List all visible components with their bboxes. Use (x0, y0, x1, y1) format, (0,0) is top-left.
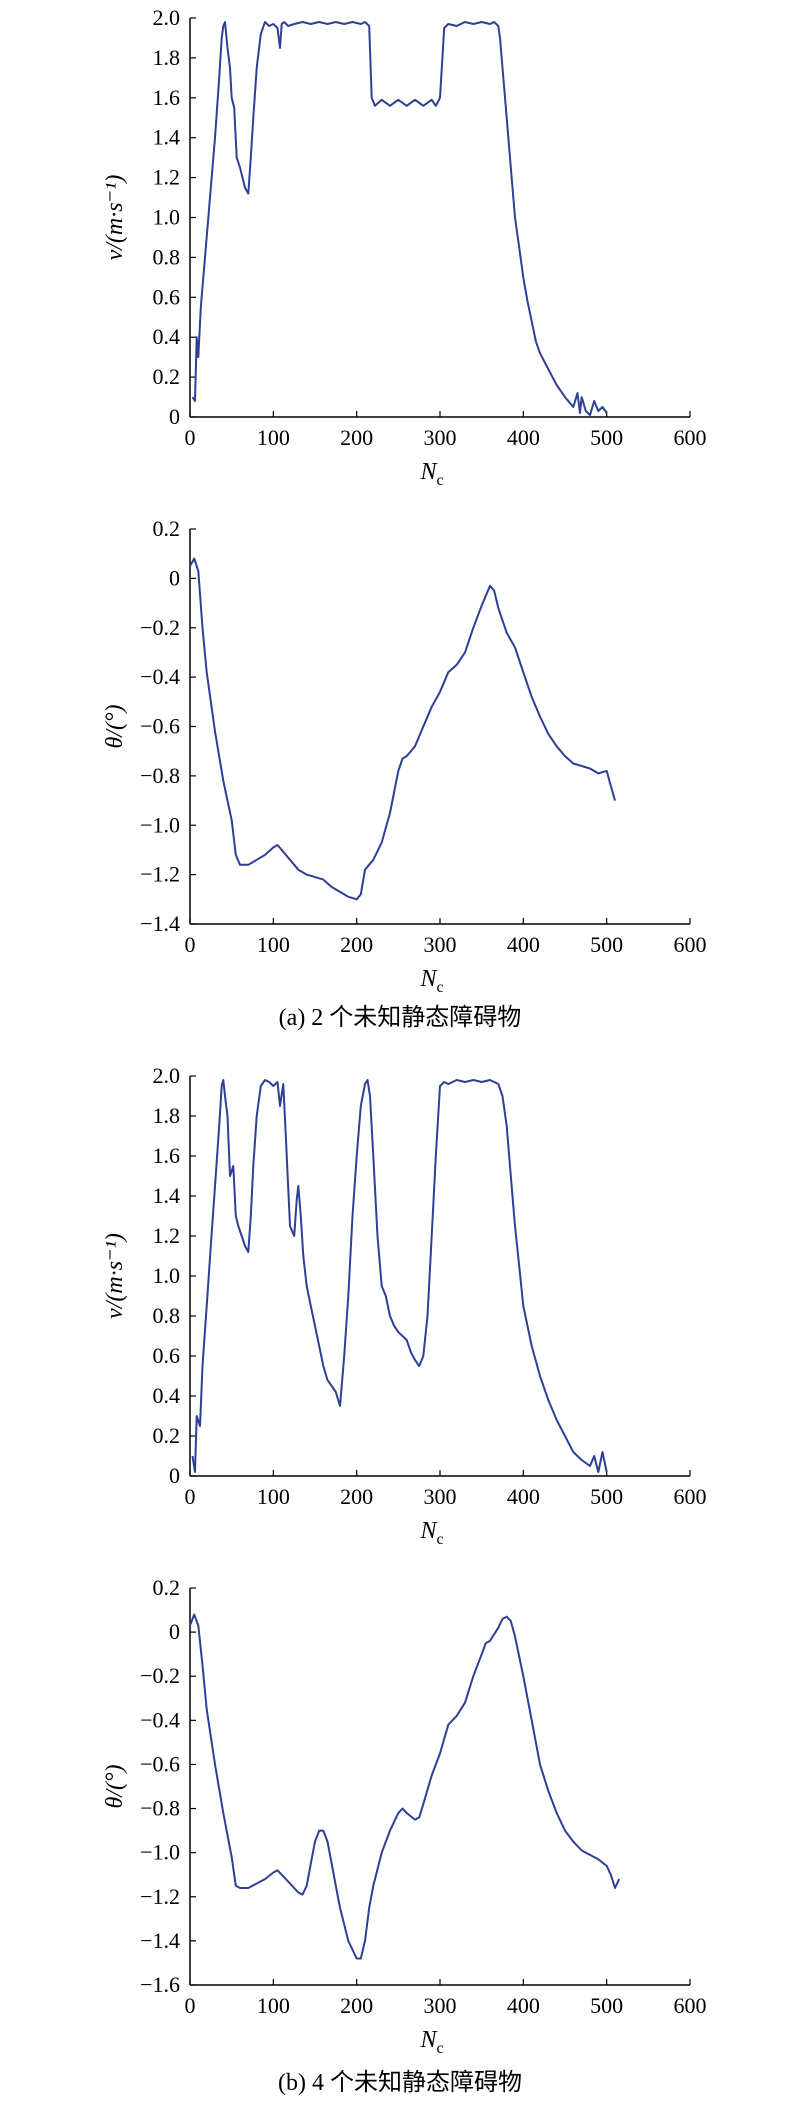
y-tick-label: −1.2 (140, 1884, 180, 1909)
x-tick-label: 300 (424, 1484, 457, 1509)
y-tick-label: −1.2 (140, 862, 180, 887)
x-tick-label: 200 (340, 932, 373, 957)
y-tick-label: −0.4 (140, 1707, 180, 1732)
x-axis-title-sub: c (436, 472, 443, 489)
y-tick-label: 1.2 (153, 165, 181, 190)
x-tick-label: 300 (424, 425, 457, 450)
x-tick-label: 500 (590, 1484, 623, 1509)
y-tick-label: 1.8 (153, 45, 181, 70)
y-tick-label: 1.6 (153, 1143, 181, 1168)
x-tick-label: 200 (340, 1484, 373, 1509)
caption-b: (b) 4 个未知静态障碍物 (278, 2069, 522, 2096)
chart-a-velocity: 0 100 200 300 400 500 600 0 0.2 0.4 0.6 0.8 1.0 1.2 1.… (102, 5, 707, 489)
y-tick-label: −0.6 (140, 1751, 180, 1776)
y-tick-label: 0.6 (153, 1343, 181, 1368)
x-axis-title: Nc (419, 1518, 443, 1548)
chart-a-angle: 0 100 200 300 400 500 600 0.2 0 −0.2 −0.4 −0.6 −0.8 −… (102, 516, 707, 996)
x-tick-label: 500 (590, 1993, 623, 2018)
x-tick-label: 400 (507, 932, 540, 957)
x-axis-title-main: N (419, 2027, 438, 2053)
y-tick-label: −0.8 (140, 1796, 180, 1821)
x-tick-label: 0 (185, 425, 196, 450)
x-tick-label: 400 (507, 1993, 540, 2018)
x-tick-label: 600 (674, 425, 707, 450)
x-axis-title: Nc (419, 966, 443, 996)
x-tick-label: 600 (674, 932, 707, 957)
y-tick-label: −0.2 (140, 1663, 180, 1688)
x-tick-label: 200 (340, 425, 373, 450)
x-tick-label: 300 (424, 1993, 457, 2018)
y-tick-label: −0.6 (140, 714, 180, 739)
x-tick-label: 600 (674, 1484, 707, 1509)
y-tick-label: −1.4 (140, 1928, 180, 1953)
x-tick-label: 0 (185, 1484, 196, 1509)
y-tick-label: 0.2 (153, 1575, 181, 1600)
y-tick-label: 0 (169, 404, 180, 429)
x-tick-label: 400 (507, 1484, 540, 1509)
x-axis-title-main: N (419, 459, 438, 485)
y-tick-label: 0 (169, 565, 180, 590)
y-tick-label: −1.4 (140, 911, 180, 936)
y-tick-label: 0.4 (153, 324, 181, 349)
x-tick-label: 0 (185, 932, 196, 957)
x-tick-label: 100 (257, 932, 290, 957)
series-line (191, 1079, 608, 1473)
x-axis-title-sub: c (436, 979, 443, 996)
y-tick-label: 2.0 (153, 5, 181, 30)
x-tick-label: 0 (185, 1993, 196, 2018)
y-axis-title: v/(m·s⁻¹) (102, 175, 128, 261)
x-tick-label: 600 (674, 1993, 707, 2018)
x-tick-label: 300 (424, 932, 457, 957)
x-axis-title-main: N (419, 966, 438, 992)
y-axis-title: θ/(°) (102, 1764, 128, 1808)
y-tick-label: 1.6 (153, 85, 181, 110)
series-line (191, 21, 608, 416)
chart-b-angle: 0 100 200 300 400 500 600 0.2 0 −0.2 −0.4 −0.6 −0.8 −… (102, 1575, 707, 2057)
series-line (189, 1613, 621, 1960)
x-tick-label: 500 (590, 425, 623, 450)
y-tick-label: −0.2 (140, 615, 180, 640)
x-tick-label: 100 (257, 425, 290, 450)
caption-a: (a) 2 个未知静态障碍物 (279, 1004, 522, 1031)
x-tick-label: 100 (257, 1993, 290, 2018)
x-tick-label: 200 (340, 1993, 373, 2018)
y-tick-label: 2.0 (153, 1063, 181, 1088)
x-axis-title-main: N (419, 1518, 438, 1544)
y-tick-label: −1.6 (140, 1972, 180, 1997)
y-tick-label: 0.8 (153, 1303, 181, 1328)
x-tick-label: 400 (507, 425, 540, 450)
y-tick-label: −0.8 (140, 763, 180, 788)
x-axis-title-sub: c (436, 2040, 443, 2057)
y-tick-label: 1.4 (153, 1183, 181, 1208)
y-tick-label: −1.0 (140, 1840, 180, 1865)
y-tick-label: 1.4 (153, 125, 181, 150)
x-axis-title: Nc (419, 2027, 443, 2057)
y-tick-label: 0.8 (153, 244, 181, 269)
y-tick-label: −0.4 (140, 664, 180, 689)
series-line (189, 557, 616, 901)
y-tick-label: −1.0 (140, 812, 180, 837)
chart-b-velocity: 0 100 200 300 400 500 600 0 0.2 0.4 0.6 0.8 1.0 1.2 1.… (102, 1063, 707, 1548)
y-tick-label: 0.4 (153, 1383, 181, 1408)
y-tick-label: 0.2 (153, 364, 181, 389)
y-tick-label: 0 (169, 1463, 180, 1488)
y-tick-label: 0.2 (153, 1423, 181, 1448)
y-tick-label: 0 (169, 1619, 180, 1644)
y-tick-label: 1.8 (153, 1103, 181, 1128)
y-tick-label: 1.0 (153, 1263, 181, 1288)
y-tick-label: 1.2 (153, 1223, 181, 1248)
x-axis-title-sub: c (436, 1531, 443, 1548)
x-tick-label: 500 (590, 932, 623, 957)
y-tick-label: 0.6 (153, 284, 181, 309)
x-axis-title: Nc (419, 459, 443, 489)
y-tick-label: 1.0 (153, 205, 181, 230)
y-tick-label: 0.2 (153, 516, 181, 541)
y-axis-title: v/(m·s⁻¹) (102, 1233, 128, 1319)
y-axis-title: θ/(°) (102, 704, 128, 748)
x-tick-label: 100 (257, 1484, 290, 1509)
